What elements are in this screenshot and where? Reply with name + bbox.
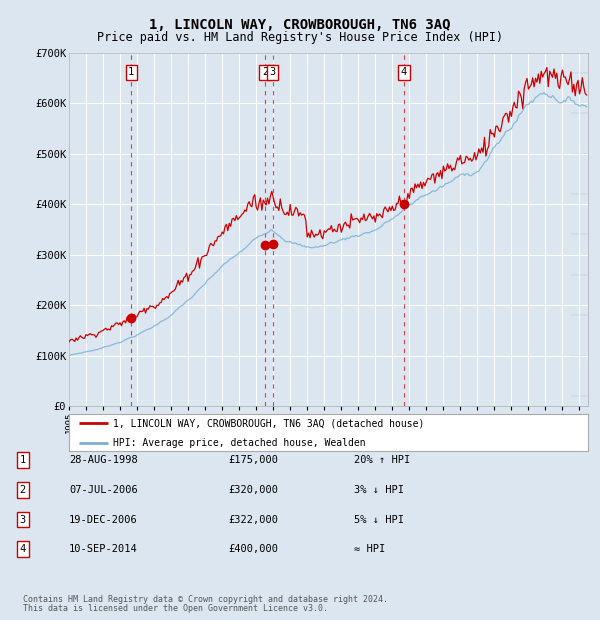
Text: 4: 4 xyxy=(20,544,26,554)
Text: ≈ HPI: ≈ HPI xyxy=(354,544,385,554)
Text: HPI: Average price, detached house, Wealden: HPI: Average price, detached house, Weal… xyxy=(113,438,366,448)
Text: 19-DEC-2006: 19-DEC-2006 xyxy=(69,515,138,525)
Text: 1: 1 xyxy=(128,67,134,77)
Text: 2: 2 xyxy=(20,485,26,495)
Text: £400,000: £400,000 xyxy=(228,544,278,554)
Text: Contains HM Land Registry data © Crown copyright and database right 2024.: Contains HM Land Registry data © Crown c… xyxy=(23,595,388,604)
Text: This data is licensed under the Open Government Licence v3.0.: This data is licensed under the Open Gov… xyxy=(23,604,328,613)
Text: Price paid vs. HM Land Registry's House Price Index (HPI): Price paid vs. HM Land Registry's House … xyxy=(97,32,503,44)
Text: 5% ↓ HPI: 5% ↓ HPI xyxy=(354,515,404,525)
Text: 1, LINCOLN WAY, CROWBOROUGH, TN6 3AQ (detached house): 1, LINCOLN WAY, CROWBOROUGH, TN6 3AQ (de… xyxy=(113,418,424,428)
Text: £322,000: £322,000 xyxy=(228,515,278,525)
Text: 07-JUL-2006: 07-JUL-2006 xyxy=(69,485,138,495)
Text: 3: 3 xyxy=(269,67,276,77)
Text: 10-SEP-2014: 10-SEP-2014 xyxy=(69,544,138,554)
Text: 20% ↑ HPI: 20% ↑ HPI xyxy=(354,455,410,465)
Bar xyxy=(571,53,600,406)
Text: 1: 1 xyxy=(20,455,26,465)
Text: 28-AUG-1998: 28-AUG-1998 xyxy=(69,455,138,465)
Text: 4: 4 xyxy=(401,67,407,77)
Text: 3% ↓ HPI: 3% ↓ HPI xyxy=(354,485,404,495)
Text: 3: 3 xyxy=(20,515,26,525)
Text: £175,000: £175,000 xyxy=(228,455,278,465)
Text: 2: 2 xyxy=(262,67,268,77)
Text: £320,000: £320,000 xyxy=(228,485,278,495)
Text: 1, LINCOLN WAY, CROWBOROUGH, TN6 3AQ: 1, LINCOLN WAY, CROWBOROUGH, TN6 3AQ xyxy=(149,18,451,32)
